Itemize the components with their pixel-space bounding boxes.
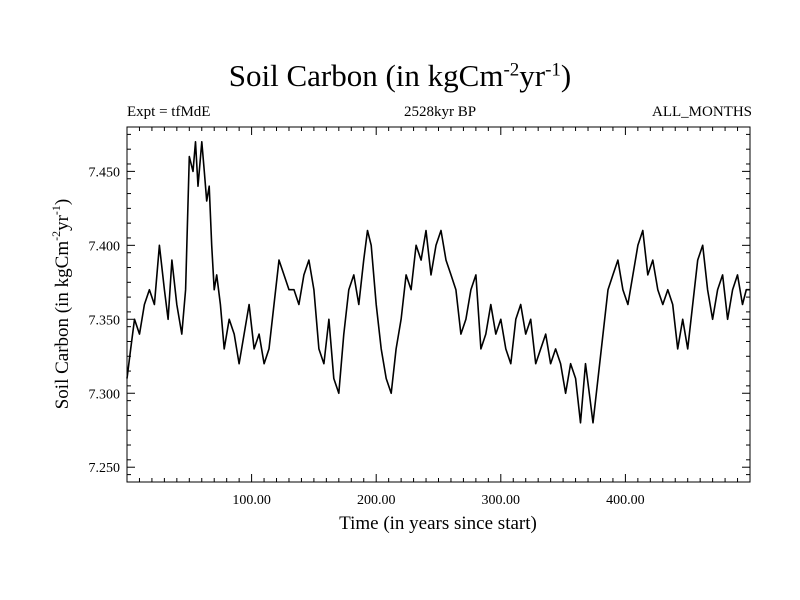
y-tick-label: 7.450: [89, 165, 121, 180]
x-tick-label: 300.00: [482, 493, 521, 508]
y-tick-label: 7.250: [89, 461, 121, 476]
x-tick-label: 200.00: [357, 493, 396, 508]
x-tick-label: 400.00: [606, 493, 645, 508]
plot-frame: [126, 126, 751, 483]
tick-labels: 100.00 200.00 300.00 400.00 7.250 7.300 7.350 7…: [89, 165, 645, 508]
chart-title: Soil Carbon (in kgCm-2yr-1): [228, 58, 572, 93]
months-label: ALL_MONTHS: [652, 104, 752, 120]
series-line-0: [126, 141, 750, 424]
expt-label: Expt = tfMdE: [127, 104, 211, 120]
period-label: 2528kyr BP: [403, 104, 477, 120]
y-tick-label: 7.400: [89, 239, 121, 254]
axis-ticks: [127, 127, 750, 482]
x-tick-label: 100.00: [232, 493, 271, 508]
y-axis-label: Soil Carbon (in kgCm-2yr-1): [49, 199, 73, 410]
series-group: [126, 141, 750, 424]
x-axis-label: Time (in years since start): [339, 513, 537, 534]
y-tick-label: 7.300: [89, 387, 121, 402]
y-tick-label: 7.350: [89, 313, 121, 328]
